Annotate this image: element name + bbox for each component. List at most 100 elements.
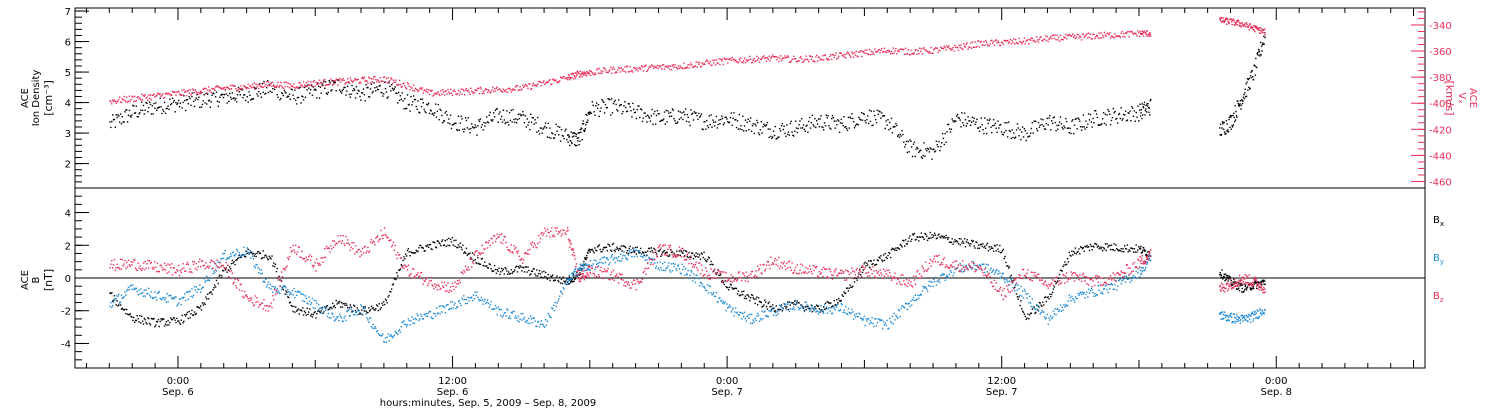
data-point (1241, 284, 1244, 286)
data-point (202, 88, 204, 90)
data-point (964, 46, 967, 48)
data-point (828, 125, 830, 127)
data-point (466, 127, 468, 129)
data-point (163, 97, 165, 99)
data-point (303, 86, 306, 89)
data-point (288, 93, 291, 95)
data-point (203, 278, 205, 280)
data-point (901, 130, 903, 132)
data-point (978, 46, 981, 48)
data-point (497, 89, 499, 91)
data-point (985, 132, 988, 135)
data-point (544, 275, 546, 278)
data-point (1140, 112, 1142, 114)
data-point (1264, 28, 1266, 30)
data-point (540, 127, 542, 129)
data-point (662, 64, 665, 66)
data-point (611, 243, 614, 246)
data-point (128, 95, 131, 97)
data-point (933, 151, 936, 153)
data-point (686, 66, 688, 68)
data-point (860, 266, 863, 269)
data-point (354, 97, 357, 99)
data-point (746, 294, 748, 296)
data-point (999, 44, 1002, 47)
data-point (794, 58, 796, 60)
data-point (164, 297, 167, 299)
data-point (1249, 87, 1251, 89)
data-point (1074, 247, 1077, 249)
data-point (162, 296, 164, 299)
data-point (199, 106, 201, 109)
data-point (982, 243, 984, 245)
data-point (236, 248, 238, 251)
data-point (1120, 32, 1122, 35)
data-point (1226, 276, 1228, 278)
data-point (397, 84, 399, 87)
data-point (111, 292, 113, 294)
data-point (505, 91, 507, 93)
data-point (496, 108, 498, 110)
data-point (739, 60, 741, 62)
data-point (141, 93, 143, 96)
data-point (1149, 32, 1151, 34)
data-point (602, 262, 604, 264)
data-point (1134, 251, 1136, 253)
data-point (335, 299, 337, 302)
data-point (1117, 249, 1119, 251)
data-point (708, 257, 710, 259)
data-point (287, 289, 289, 291)
data-point (1046, 117, 1048, 120)
data-point (740, 294, 742, 296)
data-point (728, 121, 731, 124)
data-point (650, 64, 652, 66)
data-point (441, 311, 443, 313)
data-point (425, 112, 427, 114)
data-point (742, 312, 744, 315)
data-point (194, 313, 197, 316)
data-point (734, 311, 736, 313)
data-point (774, 125, 776, 128)
data-point (660, 65, 662, 67)
data-point (635, 249, 637, 251)
data-point (834, 304, 836, 306)
data-point (955, 46, 958, 49)
data-point (251, 98, 253, 100)
data-point (380, 91, 382, 94)
data-point (381, 302, 383, 304)
data-point (706, 125, 709, 127)
data-point (349, 96, 351, 98)
data-point (203, 87, 205, 90)
data-point (378, 303, 380, 305)
data-point (1141, 33, 1143, 35)
data-point (488, 90, 490, 92)
data-point (659, 120, 661, 123)
data-point (579, 140, 581, 142)
data-point (993, 244, 996, 247)
data-point (126, 308, 128, 311)
data-point (211, 87, 213, 90)
data-point (898, 136, 901, 139)
data-point (922, 154, 924, 157)
data-point (650, 115, 652, 117)
data-point (757, 132, 760, 134)
data-point (463, 295, 465, 297)
data-point (357, 309, 359, 311)
data-point (748, 129, 750, 131)
data-point (288, 296, 290, 299)
data-point (472, 294, 475, 296)
data-point (372, 90, 374, 93)
data-point (414, 317, 417, 319)
data-point (578, 268, 581, 271)
data-point (869, 120, 872, 123)
data-point (1109, 37, 1112, 39)
data-point (785, 307, 787, 309)
data-point (620, 67, 622, 69)
data-point (361, 77, 363, 79)
data-point (1085, 34, 1087, 36)
data-point (423, 89, 425, 91)
data-point (440, 305, 442, 307)
data-point (166, 107, 168, 110)
data-point (625, 258, 628, 260)
data-point (1221, 277, 1224, 279)
